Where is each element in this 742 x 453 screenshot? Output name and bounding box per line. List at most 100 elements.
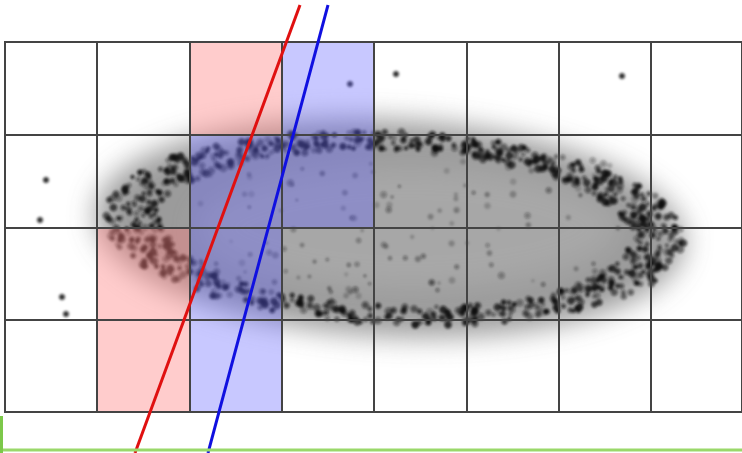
cell-dot (362, 302, 369, 309)
cell-dot (495, 147, 503, 155)
cell-dot (434, 305, 438, 309)
cell-dot (618, 275, 622, 279)
cell-dot (368, 307, 373, 312)
cell-dot (415, 256, 421, 262)
cell-dot (651, 204, 657, 210)
cell-dot (398, 185, 401, 188)
cell-dot (596, 278, 601, 283)
cell-dot (516, 299, 523, 306)
cell-dot (543, 160, 549, 166)
cell-dot (552, 298, 559, 305)
cell-dot (631, 189, 638, 196)
cell-dot (167, 164, 172, 169)
cell-dot (655, 251, 661, 257)
cell-dot (118, 217, 123, 222)
cell-dot (621, 196, 626, 201)
cell-dot (306, 301, 312, 307)
cell-dot (138, 206, 144, 212)
cell-dot (592, 262, 596, 266)
cell-dot (451, 143, 456, 148)
cell-dot (444, 168, 450, 174)
cell-dot (524, 212, 530, 218)
cell-dot (368, 313, 374, 319)
cell-dot (164, 190, 171, 197)
cell-dot (445, 135, 451, 141)
cell-dot (354, 262, 359, 267)
cell-dot (626, 248, 633, 255)
cell-dot (300, 243, 305, 248)
cell-dot (566, 215, 571, 220)
cell-dot (522, 310, 529, 317)
cell-dot (574, 306, 579, 311)
cell-dot (615, 283, 620, 288)
cell-dot (308, 275, 312, 279)
cell-dot (284, 269, 288, 273)
cell-dot (570, 287, 574, 291)
cell-dot (601, 277, 608, 284)
cell-dot (352, 286, 359, 293)
cell-dot (592, 287, 597, 292)
cell-dot (592, 173, 596, 177)
cell-dot (496, 159, 501, 164)
cell-dot (145, 206, 152, 213)
cell-dot (655, 213, 662, 220)
cell-dot (363, 274, 366, 277)
cell-dot (435, 288, 439, 292)
cell-dot (289, 292, 295, 298)
cell-dot (411, 321, 418, 328)
cell-dot (510, 191, 517, 198)
cell-dot (575, 186, 581, 192)
cell-dot (674, 239, 680, 245)
cell-dot (501, 158, 505, 162)
cell-dot (665, 243, 669, 247)
cell-dot (541, 282, 546, 287)
cell-dot (151, 200, 158, 207)
cell-dot (404, 146, 408, 150)
cell-dot (391, 195, 394, 198)
cell-dot (401, 304, 408, 311)
cell-dot (376, 136, 382, 142)
cell-dot (631, 206, 635, 210)
cell-dot (123, 190, 128, 195)
cell-dot (673, 215, 678, 220)
cell-dot (501, 299, 507, 305)
cell-dot (498, 156, 502, 160)
cell-dot (343, 293, 349, 299)
cell-dot (600, 160, 607, 167)
cell-dot (474, 302, 481, 309)
cell-dot (592, 183, 599, 190)
cell-dot (597, 194, 602, 199)
cell-dot (327, 286, 332, 291)
cell-dot (431, 149, 439, 157)
cell-dot (528, 168, 534, 174)
cell-dot (645, 264, 650, 269)
cell-dot (148, 191, 152, 195)
cell-dot (596, 299, 603, 306)
cell-dot (652, 193, 658, 199)
cell-dot (631, 195, 639, 203)
cell-dot (613, 192, 617, 196)
cell-dot (356, 238, 361, 243)
cell-dot (182, 158, 188, 164)
cell-dot (106, 197, 112, 203)
cell-dot (137, 169, 143, 175)
cell-dot (519, 157, 523, 161)
cell-dot (431, 312, 437, 318)
cell-dot (635, 255, 641, 261)
cell-dot (586, 277, 591, 282)
cell-dot (126, 202, 130, 206)
cell-dot (484, 203, 491, 210)
cell-dot (628, 270, 635, 277)
cell-dot (361, 229, 364, 232)
cell-dot (142, 191, 146, 195)
cell-dot (548, 158, 556, 166)
cell-dot (578, 287, 583, 292)
cell-dot (131, 200, 136, 205)
cell-dot (386, 207, 392, 213)
cell-dot (162, 181, 167, 186)
cell-dot (485, 243, 489, 247)
cell-dot (401, 136, 406, 141)
cell-dot (59, 294, 65, 300)
cell-dot (528, 159, 534, 165)
cell-dot (585, 186, 592, 193)
